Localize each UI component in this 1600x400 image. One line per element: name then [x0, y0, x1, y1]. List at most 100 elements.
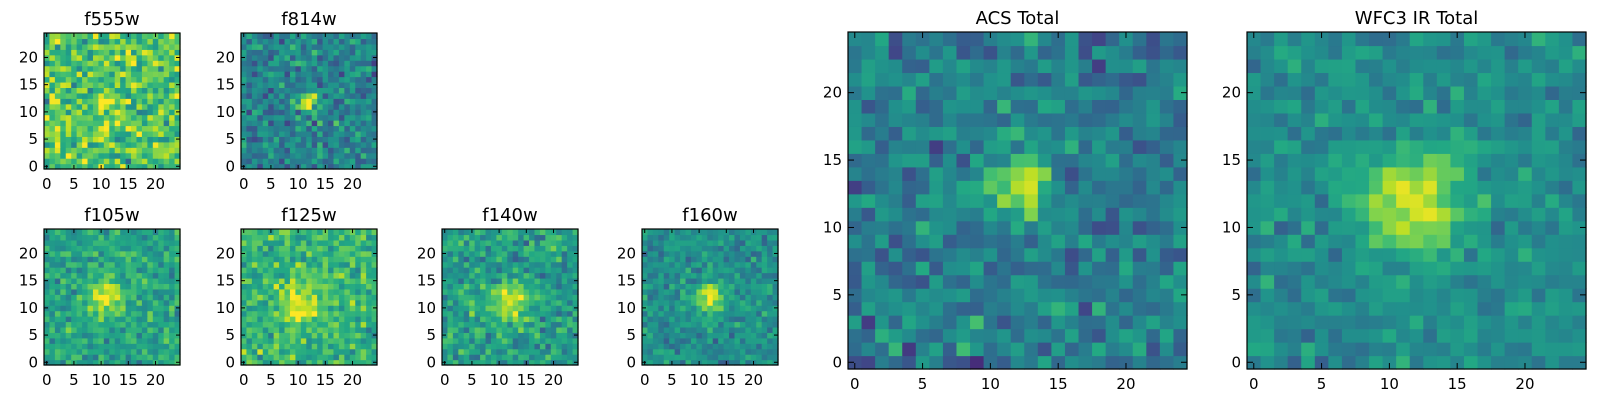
heatmap-cell: [1477, 180, 1492, 195]
heatmap-cell: [523, 288, 530, 295]
heatmap-cell: [1159, 328, 1175, 343]
heatmap-cell: [289, 158, 296, 165]
heatmap-cell: [317, 250, 324, 257]
heatmap-cell: [718, 261, 725, 268]
heatmap-cell: [539, 321, 546, 328]
heatmap-cell: [902, 342, 917, 357]
heatmap-cell: [279, 65, 286, 72]
heatmap-cell: [169, 147, 176, 154]
heatmap-cell: [300, 76, 307, 83]
heatmap-cell: [141, 354, 148, 361]
heatmap-cell: [929, 180, 944, 195]
heatmap-cell: [718, 229, 725, 236]
heatmap-cell: [169, 33, 176, 40]
heatmap-cell: [366, 141, 373, 148]
heatmap-cell: [875, 261, 890, 276]
heatmap-cell: [300, 343, 307, 350]
heatmap-cell: [76, 65, 83, 72]
heatmap-cell: [875, 139, 890, 154]
heatmap-cell: [1477, 234, 1492, 249]
heatmap-cell: [158, 130, 165, 137]
heatmap-cell: [701, 326, 708, 333]
heatmap-cell: [136, 277, 143, 284]
heatmap-cell: [1132, 220, 1147, 235]
heatmap-cell: [295, 305, 302, 312]
heatmap-cell: [529, 337, 536, 344]
heatmap-cell: [76, 288, 83, 295]
heatmap-cell: [658, 277, 665, 284]
heatmap-cell: [141, 71, 148, 78]
heatmap-cell: [956, 220, 971, 235]
heatmap-cell: [76, 158, 83, 165]
heatmap-cell: [929, 247, 944, 262]
heatmap-cell: [1477, 261, 1492, 276]
heatmap-cell: [1274, 166, 1289, 181]
heatmap-cell: [496, 234, 503, 241]
heatmap-cell: [158, 125, 165, 132]
heatmap-cell: [262, 332, 269, 339]
heatmap-cell: [1146, 274, 1161, 289]
heatmap-cell: [772, 326, 779, 333]
heatmap-cell: [169, 54, 176, 61]
heatmap-cell: [723, 239, 730, 246]
heatmap-cell: [152, 130, 159, 137]
heatmap-cell: [322, 49, 329, 56]
heatmap-cell: [561, 321, 568, 328]
heatmap-cell: [241, 261, 248, 268]
heatmap-cell: [114, 38, 121, 45]
heatmap-cell: [349, 103, 356, 110]
heatmap-cell: [861, 315, 876, 330]
heatmap-cell: [109, 316, 116, 323]
heatmap-cell: [114, 239, 121, 246]
heatmap-cell: [1355, 301, 1370, 316]
heatmap-cell: [915, 99, 930, 114]
heatmap-cell: [338, 163, 345, 170]
heatmap-cell: [300, 92, 307, 99]
heatmap-cell: [246, 87, 253, 94]
heatmap-cell: [469, 321, 476, 328]
heatmap-cell: [1064, 261, 1080, 276]
heatmap-cell: [317, 316, 324, 323]
heatmap-cell: [480, 288, 487, 295]
heatmap-cell: [136, 321, 143, 328]
heatmap-cell: [163, 38, 170, 45]
heatmap-cell: [333, 229, 340, 236]
heatmap-cell: [355, 299, 362, 306]
heatmap-cell: [545, 229, 552, 236]
heatmap-cell: [529, 332, 536, 339]
heatmap-cell: [306, 92, 313, 99]
heatmap-cell: [349, 337, 356, 344]
heatmap-cell: [174, 114, 181, 121]
heatmap-cell: [474, 256, 481, 263]
heatmap-cell: [333, 316, 340, 323]
heatmap-cell: [311, 272, 318, 279]
heatmap-cell: [701, 234, 708, 241]
heatmap-cell: [295, 43, 302, 50]
heatmap-cell: [1545, 274, 1560, 289]
heatmap-cell: [469, 299, 476, 306]
heatmap-cell: [371, 49, 378, 56]
heatmap-cell: [268, 326, 275, 333]
heatmap-cell: [87, 299, 94, 306]
heatmap-cell: [480, 343, 487, 350]
heatmap-cell: [82, 250, 89, 257]
heatmap-cell: [87, 109, 94, 116]
heatmap-cell: [501, 359, 508, 366]
heatmap-cell: [158, 348, 165, 355]
heatmap-cell: [685, 359, 692, 366]
heatmap-cell: [739, 267, 746, 274]
heatmap-cell: [76, 326, 83, 333]
heatmap-cell: [76, 277, 83, 284]
heatmap-cell: [163, 326, 170, 333]
heatmap-cell: [1301, 288, 1316, 303]
heatmap-cell: [114, 98, 121, 105]
heatmap-cell: [529, 354, 536, 361]
heatmap-cell: [136, 54, 143, 61]
heatmap-cell: [158, 60, 165, 67]
heatmap-cell: [273, 158, 280, 165]
heatmap-cell: [349, 81, 356, 88]
heatmap-cell: [1423, 193, 1438, 208]
heatmap-cell: [82, 337, 89, 344]
heatmap-cell: [103, 87, 110, 94]
heatmap-cell: [246, 250, 253, 257]
